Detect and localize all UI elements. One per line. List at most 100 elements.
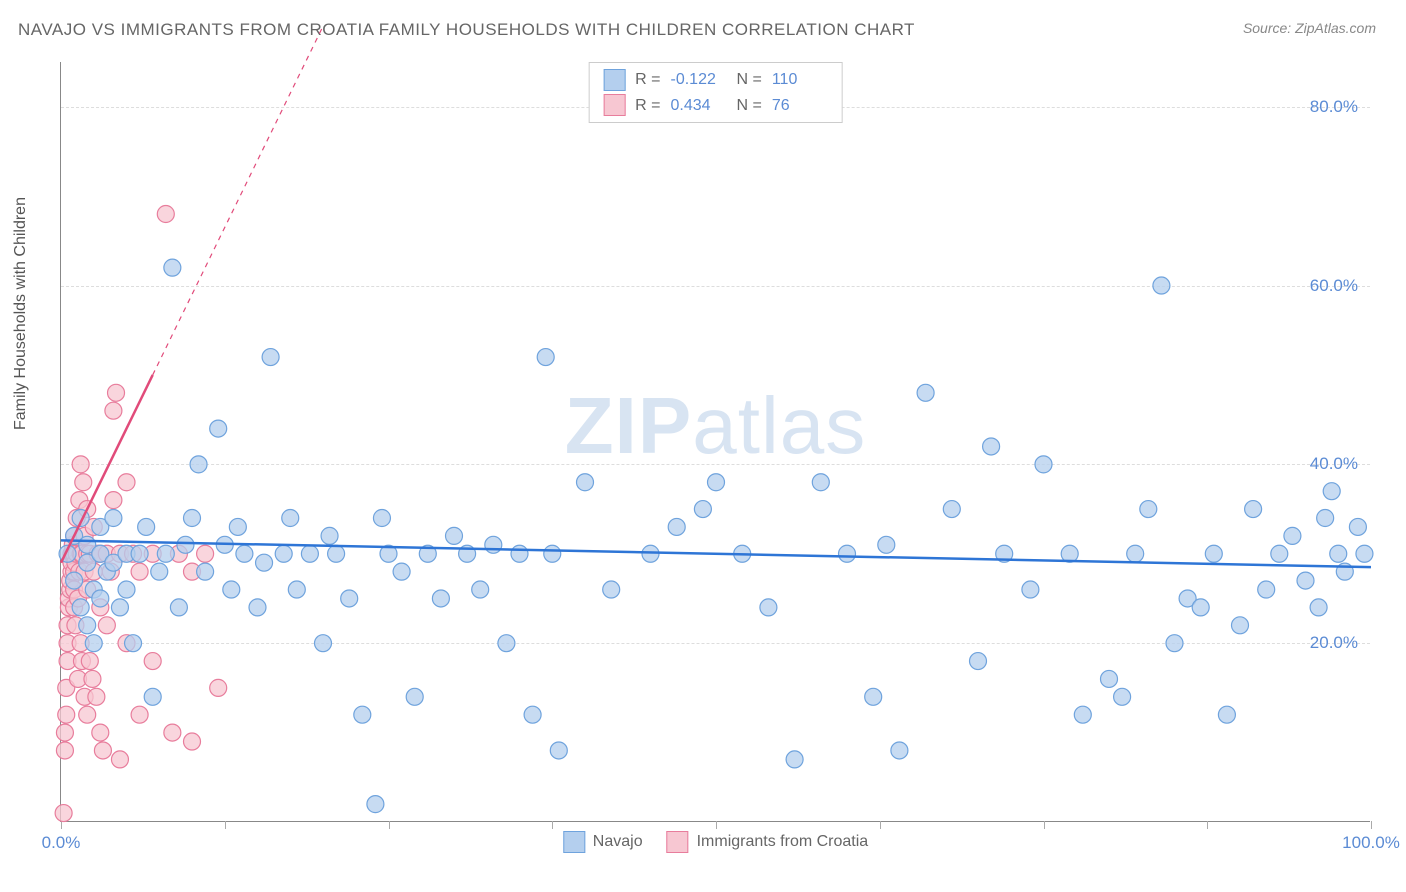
scatter-point xyxy=(105,510,122,527)
scatter-point xyxy=(550,742,567,759)
x-tick xyxy=(1207,821,1208,829)
scatter-point xyxy=(983,438,1000,455)
scatter-point xyxy=(1205,545,1222,562)
chart-title: NAVAJO VS IMMIGRANTS FROM CROATIA FAMILY… xyxy=(18,20,915,40)
r-label: R = xyxy=(635,93,660,119)
n-label: N = xyxy=(737,67,762,93)
scatter-point xyxy=(1258,581,1275,598)
scatter-point xyxy=(105,492,122,509)
source-attribution: Source: ZipAtlas.com xyxy=(1243,20,1376,36)
scatter-point xyxy=(524,706,541,723)
scatter-point xyxy=(1232,617,1249,634)
scatter-point xyxy=(249,599,266,616)
scatter-point xyxy=(157,545,174,562)
scatter-point xyxy=(282,510,299,527)
scatter-point xyxy=(1271,545,1288,562)
n-value-navajo: 110 xyxy=(772,67,828,93)
legend-item-navajo: Navajo xyxy=(563,831,643,853)
x-tick xyxy=(389,821,390,829)
scatter-point xyxy=(354,706,371,723)
x-tick-label: 100.0% xyxy=(1342,833,1400,853)
scatter-point xyxy=(917,384,934,401)
scatter-point xyxy=(1310,599,1327,616)
bottom-legend: Navajo Immigrants from Croatia xyxy=(563,831,868,853)
scatter-point xyxy=(118,581,135,598)
y-axis-label: Family Households with Children xyxy=(12,197,30,430)
scatter-point xyxy=(190,456,207,473)
scatter-point xyxy=(131,545,148,562)
scatter-point xyxy=(144,653,161,670)
scatter-point xyxy=(210,679,227,696)
swatch-navajo xyxy=(603,69,625,91)
scatter-point xyxy=(111,751,128,768)
x-tick xyxy=(880,821,881,829)
scatter-point xyxy=(85,635,102,652)
scatter-point xyxy=(108,384,125,401)
scatter-point xyxy=(1356,545,1373,562)
scatter-point xyxy=(94,742,111,759)
scatter-point xyxy=(81,653,98,670)
scatter-point xyxy=(1323,483,1340,500)
swatch-croatia xyxy=(667,831,689,853)
scatter-point xyxy=(118,474,135,491)
scatter-point xyxy=(111,599,128,616)
scatter-point xyxy=(92,590,109,607)
scatter-point xyxy=(105,402,122,419)
scatter-point xyxy=(98,617,115,634)
scatter-point xyxy=(92,724,109,741)
x-tick xyxy=(716,821,717,829)
scatter-point xyxy=(1114,688,1131,705)
scatter-point xyxy=(432,590,449,607)
scatter-point xyxy=(229,518,246,535)
scatter-point xyxy=(511,545,528,562)
x-tick xyxy=(1044,821,1045,829)
scatter-point xyxy=(210,420,227,437)
stats-row-navajo: R = -0.122 N = 110 xyxy=(603,67,828,93)
scatter-point xyxy=(144,688,161,705)
scatter-point xyxy=(1317,510,1334,527)
scatter-point xyxy=(1035,456,1052,473)
scatter-point xyxy=(1245,501,1262,518)
scatter-point xyxy=(878,536,895,553)
scatter-point xyxy=(72,456,89,473)
scatter-point xyxy=(1140,501,1157,518)
scatter-point xyxy=(56,724,73,741)
r-value-navajo: -0.122 xyxy=(671,67,727,93)
scatter-point xyxy=(786,751,803,768)
scatter-point xyxy=(694,501,711,518)
scatter-point xyxy=(79,617,96,634)
x-tick xyxy=(1371,821,1372,829)
scatter-point xyxy=(1330,545,1347,562)
scatter-point xyxy=(373,510,390,527)
scatter-point xyxy=(275,545,292,562)
scatter-point xyxy=(839,545,856,562)
scatter-point xyxy=(197,563,214,580)
scatter-point xyxy=(177,536,194,553)
scatter-point xyxy=(970,653,987,670)
r-label: R = xyxy=(635,67,660,93)
legend-label-navajo: Navajo xyxy=(593,833,643,851)
scatter-point xyxy=(55,805,72,822)
scatter-point xyxy=(262,349,279,366)
scatter-point xyxy=(446,527,463,544)
scatter-point xyxy=(1284,527,1301,544)
scatter-point xyxy=(197,545,214,562)
scatter-point xyxy=(865,688,882,705)
scatter-point xyxy=(301,545,318,562)
swatch-croatia xyxy=(603,94,625,116)
source-label: Source: xyxy=(1243,20,1291,36)
scatter-point xyxy=(328,545,345,562)
scatter-svg xyxy=(61,62,1370,821)
scatter-point xyxy=(170,599,187,616)
scatter-point xyxy=(708,474,725,491)
scatter-point xyxy=(406,688,423,705)
scatter-point xyxy=(138,518,155,535)
scatter-point xyxy=(891,742,908,759)
n-label: N = xyxy=(737,93,762,119)
scatter-point xyxy=(1218,706,1235,723)
scatter-point xyxy=(58,706,75,723)
scatter-point xyxy=(1297,572,1314,589)
scatter-point xyxy=(288,581,305,598)
n-value-croatia: 76 xyxy=(772,93,828,119)
scatter-point xyxy=(66,572,83,589)
